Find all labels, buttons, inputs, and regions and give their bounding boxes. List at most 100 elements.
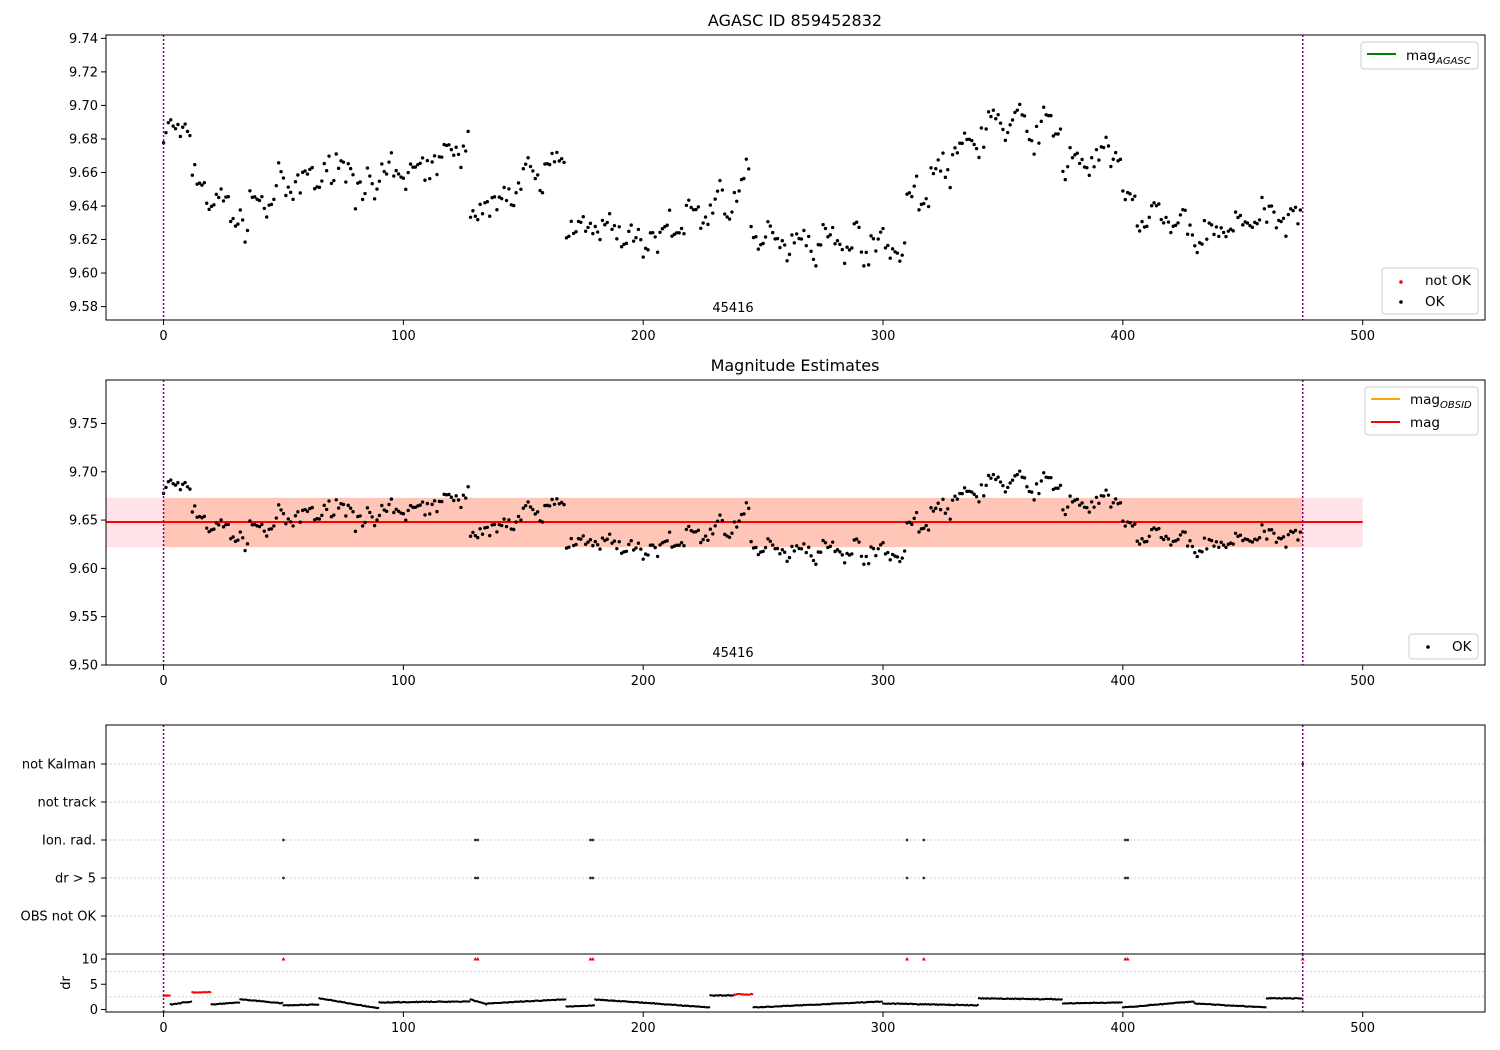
- data-point-ok: [173, 483, 178, 487]
- data-point-ok: [281, 511, 286, 516]
- data-point-ok: [962, 486, 967, 490]
- data-point-ok: [823, 540, 828, 545]
- panel-dr: dr 0 100 200 300 400 500 0 5 10: [59, 953, 1486, 1036]
- plot-area-dr: [106, 954, 1485, 1012]
- data-point-ok: [1089, 500, 1094, 504]
- data-point-ok: [629, 223, 633, 227]
- data-point-ok: [547, 504, 552, 508]
- data-point-ok: [1161, 537, 1166, 542]
- data-point-ok: [814, 562, 818, 566]
- data-point-ok: [749, 539, 753, 544]
- data-point-ok: [842, 561, 847, 565]
- data-point-ok: [579, 220, 583, 224]
- data-point-ok: [953, 494, 957, 498]
- data-point-ok: [514, 190, 518, 195]
- data-point-ok: [351, 510, 355, 514]
- data-point-ok: [802, 542, 806, 546]
- data-point-ok: [202, 514, 207, 519]
- data-point-ok: [248, 189, 252, 193]
- data-point-ok: [1042, 471, 1046, 475]
- data-point-ok: [324, 507, 329, 512]
- data-point-ok: [679, 226, 684, 231]
- data-point-ok: [799, 547, 804, 551]
- data-point-ok: [1068, 145, 1072, 150]
- data-point-ok: [557, 159, 561, 163]
- data-point-ok: [1145, 224, 1149, 229]
- data-point-ok: [310, 165, 314, 170]
- data-point-ok: [1061, 508, 1065, 512]
- data-point-ok: [418, 161, 422, 165]
- data-point-ok: [502, 185, 506, 190]
- data-point-ok: [492, 195, 497, 199]
- data-point-ok: [826, 235, 830, 239]
- flag-point: [473, 838, 477, 842]
- data-point-ok: [1075, 151, 1079, 155]
- flag-point: [473, 876, 477, 880]
- data-point-ok: [185, 485, 190, 489]
- data-point-ok: [718, 178, 722, 183]
- data-point-ok: [324, 168, 329, 173]
- data-point-ok: [205, 201, 209, 205]
- data-point-ok: [610, 541, 614, 545]
- data-point-ok: [1233, 531, 1238, 535]
- data-point-ok: [943, 511, 948, 515]
- data-point-ok: [260, 522, 264, 527]
- dr-point-ok: [190, 1000, 193, 1003]
- data-point-ok: [991, 108, 996, 112]
- data-point-ok: [293, 180, 298, 184]
- data-point-ok: [1265, 220, 1269, 224]
- data-point-ok: [818, 550, 823, 554]
- data-point-ok: [989, 114, 993, 119]
- data-point-ok: [176, 481, 180, 485]
- data-point-ok: [624, 241, 629, 246]
- data-point-ok: [1176, 537, 1180, 542]
- data-point-ok: [852, 222, 856, 226]
- data-point-ok: [806, 234, 811, 239]
- data-point-ok: [742, 176, 746, 181]
- data-point-ok: [785, 559, 789, 564]
- data-point-ok: [1030, 490, 1034, 494]
- dr-point-not-ok: [209, 991, 212, 994]
- legend-marker-ok: [1399, 300, 1403, 304]
- data-point-ok: [1006, 130, 1010, 135]
- data-point-ok: [233, 224, 238, 228]
- data-point-ok: [821, 538, 825, 543]
- data-point-ok: [533, 176, 537, 181]
- data-point-ok: [615, 546, 619, 551]
- data-point-ok: [1293, 528, 1298, 533]
- data-point-ok: [1101, 145, 1106, 150]
- data-point-ok: [281, 176, 286, 180]
- data-point-ok: [1051, 134, 1056, 138]
- data-point-ok: [423, 178, 427, 182]
- flag-point: [589, 838, 592, 842]
- data-point-ok: [1257, 218, 1262, 222]
- data-point-ok: [1010, 478, 1015, 482]
- data-point-ok: [1015, 472, 1020, 477]
- data-point-ok: [519, 518, 523, 522]
- data-point-ok: [1135, 224, 1139, 228]
- data-point-ok: [485, 200, 490, 204]
- data-point-ok: [888, 256, 892, 260]
- data-point-ok: [1212, 232, 1216, 237]
- data-point-ok: [670, 234, 674, 238]
- dr-point-capped: [905, 957, 910, 961]
- data-point-ok: [696, 205, 701, 209]
- data-point-ok: [1255, 221, 1259, 226]
- data-point-ok: [519, 187, 523, 192]
- axis-label-dr: dr: [59, 976, 74, 990]
- data-point-ok: [425, 158, 430, 163]
- data-point-ok: [408, 162, 413, 166]
- data-point-ok: [166, 120, 171, 125]
- data-point-ok: [571, 231, 576, 236]
- data-point-ok: [730, 210, 734, 214]
- data-point-ok: [1006, 485, 1010, 490]
- data-point-ok: [1272, 531, 1276, 535]
- data-point-ok: [221, 199, 226, 203]
- data-point-ok: [312, 187, 317, 191]
- data-point-ok: [926, 204, 931, 209]
- data-point-ok: [291, 197, 295, 202]
- data-point-ok: [1238, 213, 1243, 218]
- data-point-ok: [1202, 218, 1207, 223]
- flag-point: [282, 838, 285, 842]
- data-point-ok: [715, 519, 720, 523]
